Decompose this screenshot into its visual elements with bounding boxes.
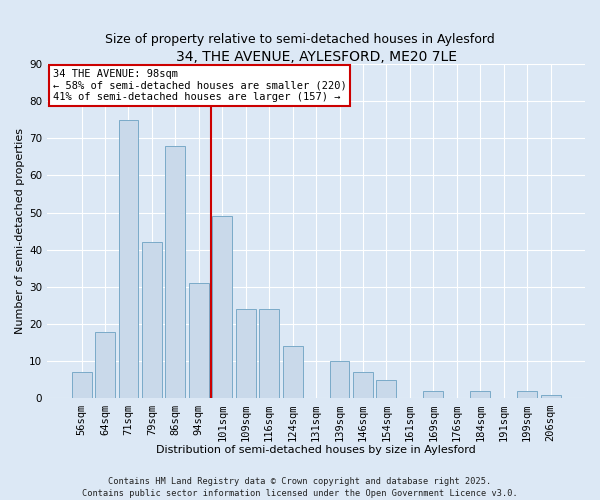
Bar — [119, 120, 139, 398]
Text: Contains HM Land Registry data © Crown copyright and database right 2025.
Contai: Contains HM Land Registry data © Crown c… — [82, 476, 518, 498]
Bar — [71, 372, 92, 398]
Bar — [329, 362, 349, 399]
Y-axis label: Number of semi-detached properties: Number of semi-detached properties — [15, 128, 25, 334]
Bar — [424, 391, 443, 398]
Title: 34, THE AVENUE, AYLESFORD, ME20 7LE: 34, THE AVENUE, AYLESFORD, ME20 7LE — [176, 50, 457, 64]
Bar — [376, 380, 397, 398]
Text: Size of property relative to semi-detached houses in Aylesford: Size of property relative to semi-detach… — [105, 32, 495, 46]
Bar — [517, 391, 537, 398]
Bar — [189, 284, 209, 399]
Bar — [95, 332, 115, 398]
X-axis label: Distribution of semi-detached houses by size in Aylesford: Distribution of semi-detached houses by … — [156, 445, 476, 455]
Bar — [283, 346, 302, 399]
Bar — [470, 391, 490, 398]
Bar — [259, 310, 279, 398]
Bar — [353, 372, 373, 398]
Bar — [212, 216, 232, 398]
Bar — [541, 395, 560, 398]
Bar — [166, 146, 185, 399]
Bar — [142, 242, 162, 398]
Bar — [236, 310, 256, 398]
Text: 34 THE AVENUE: 98sqm
← 58% of semi-detached houses are smaller (220)
41% of semi: 34 THE AVENUE: 98sqm ← 58% of semi-detac… — [53, 69, 346, 102]
